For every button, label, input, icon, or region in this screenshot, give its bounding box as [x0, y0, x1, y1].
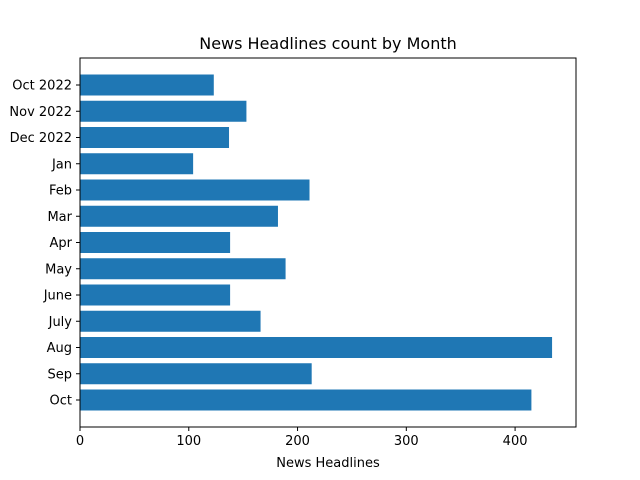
chart-title: News Headlines count by Month [199, 34, 457, 53]
y-tick-label: July [48, 315, 73, 330]
bar [80, 337, 553, 358]
y-tick-label: Dec 2022 [10, 131, 72, 146]
y-tick-label: May [45, 262, 72, 277]
bar [80, 284, 231, 306]
x-tick-label: 300 [394, 434, 419, 449]
bar [80, 205, 278, 227]
y-axis: Oct 2022 Nov 2022 Dec 2022 Jan Feb Mar Apr May J… [9, 79, 80, 409]
bar [80, 232, 231, 253]
y-tick-label: Feb [49, 184, 72, 199]
y-tick-label: Oct 2022 [12, 79, 72, 94]
y-tick-label: Jan [51, 157, 72, 172]
bar [80, 127, 230, 148]
x-tick-label: 0 [76, 434, 84, 449]
x-axis: 0 100 200 300 400 [76, 427, 528, 449]
bar [80, 179, 310, 201]
bar [80, 100, 247, 122]
bar [80, 389, 532, 411]
bar [80, 310, 261, 332]
y-tick-label: Oct [50, 394, 72, 409]
y-tick-label: Sep [47, 367, 72, 382]
bars-group [80, 74, 553, 411]
x-axis-label: News Headlines [276, 456, 380, 471]
bar [80, 153, 194, 175]
y-tick-label: Mar [47, 210, 72, 225]
x-tick-label: 200 [285, 434, 310, 449]
bar [80, 258, 286, 280]
x-tick-label: 100 [176, 434, 201, 449]
y-tick-label: Apr [50, 236, 73, 251]
bar [80, 74, 214, 96]
y-tick-label: Aug [47, 341, 72, 356]
bar [80, 363, 312, 385]
y-tick-label: Nov 2022 [9, 105, 72, 120]
y-tick-label: June [43, 289, 72, 304]
x-tick-label: 400 [503, 434, 528, 449]
